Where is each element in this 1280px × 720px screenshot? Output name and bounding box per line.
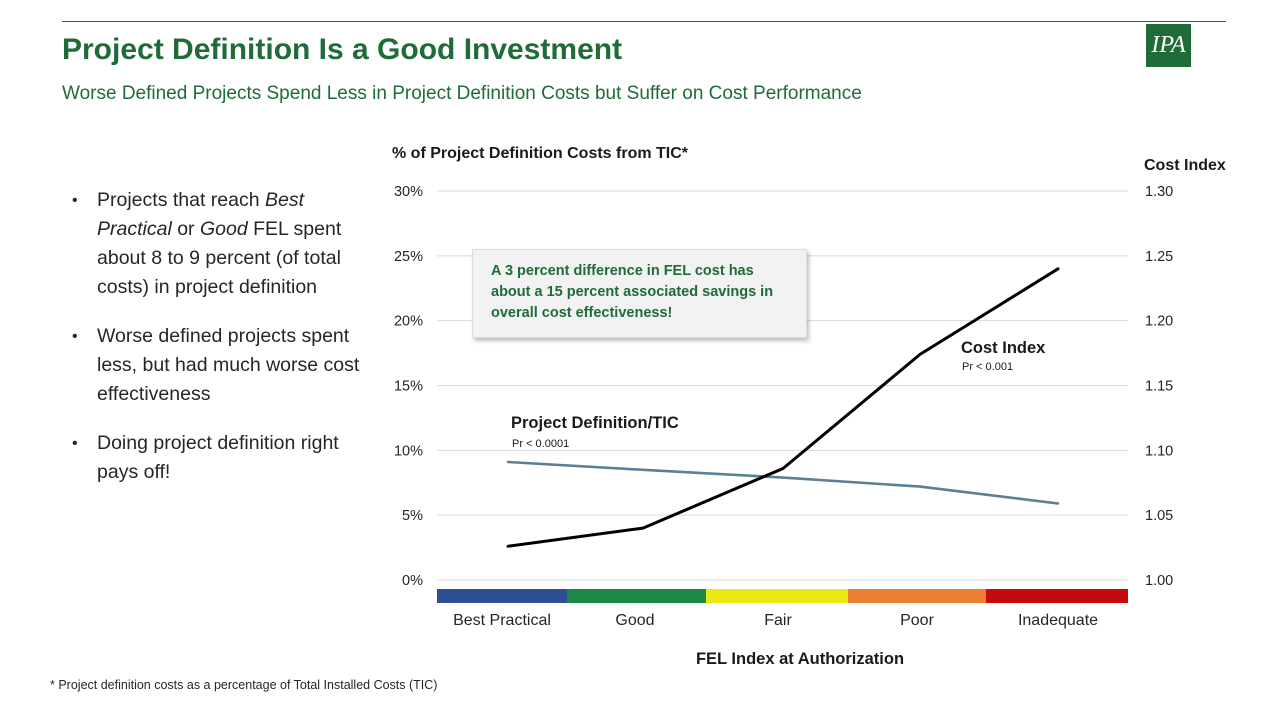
footnote: * Project definition costs as a percenta… [50, 678, 438, 692]
series-label-project-definition: Project Definition/TIC [511, 414, 679, 432]
bullet-list: • Projects that reach Best Practical or G… [70, 186, 360, 507]
category-band-segment [848, 589, 986, 603]
right-axis: 1.00 1.05 1.10 1.15 1.20 1.25 1.30 [1145, 184, 1173, 589]
right-tick-label: 1.00 [1145, 573, 1173, 589]
right-tick-label: 1.25 [1145, 249, 1173, 265]
left-tick-label: 10% [394, 443, 423, 459]
bullet-text: Projects that reach [97, 189, 265, 211]
callout-box: A 3 percent difference in FEL cost has a… [472, 249, 807, 338]
bullet-item: • Worse defined projects spent less, but … [70, 322, 360, 409]
x-tick-label: Fair [764, 612, 792, 629]
x-tick-label: Best Practical [453, 612, 551, 629]
bullet-item: • Projects that reach Best Practical or G… [70, 186, 360, 302]
category-color-band [437, 589, 1128, 603]
category-band-segment [567, 589, 706, 603]
right-tick-label: 1.30 [1145, 184, 1173, 200]
bullet-dot-icon: • [72, 328, 78, 345]
bullet-text: Doing project definition right pays off! [97, 432, 339, 483]
x-axis-title: FEL Index at Authorization [696, 650, 904, 668]
top-rule [62, 21, 1226, 22]
x-tick-label: Inadequate [1018, 612, 1098, 629]
left-tick-label: 25% [394, 249, 423, 265]
right-tick-label: 1.20 [1145, 314, 1173, 330]
right-tick-label: 1.10 [1145, 443, 1173, 459]
bullet-text: Best Practical [97, 189, 305, 240]
bullet-text: Good [199, 218, 248, 240]
left-tick-label: 30% [394, 184, 423, 200]
category-band-segment [706, 589, 848, 603]
page-title: Project Definition Is a Good Investment [62, 33, 623, 66]
series-line-project-definition [506, 460, 1060, 505]
right-axis-title: Cost Index [1144, 157, 1226, 174]
page-subtitle: Worse Defined Projects Spend Less in Pro… [62, 83, 862, 104]
series-lines [506, 267, 1060, 548]
left-axis: 0% 5% 10% 15% 20% 25% 30% [394, 184, 423, 589]
series-annotation-project-definition: Pr < 0.0001 [512, 438, 569, 450]
series-annotation-cost-index: Pr < 0.001 [962, 361, 1013, 373]
ipa-logo: IPA [1146, 24, 1191, 67]
bullet-dot-icon: • [72, 435, 78, 452]
category-band-segment [437, 589, 567, 603]
series-label-cost-index: Cost Index [961, 339, 1046, 357]
series-line-cost-index [506, 267, 1060, 548]
bullet-text: or [171, 218, 200, 240]
chart-title: % of Project Definition Costs from TIC* [392, 145, 689, 162]
x-axis-labels: Best Practical Good Fair Poor Inadequate [453, 612, 1098, 629]
bullet-item: • Doing project definition right pays off… [70, 429, 360, 487]
right-tick-label: 1.05 [1145, 508, 1173, 524]
right-tick-label: 1.15 [1145, 379, 1173, 395]
left-tick-label: 15% [394, 379, 423, 395]
bullet-text: Worse defined projects spent less, but h… [97, 325, 360, 405]
left-tick-label: 5% [402, 508, 423, 524]
bullet-dot-icon: • [72, 192, 78, 209]
bullet-text: FEL spent about 8 to 9 percent (of total… [97, 218, 342, 298]
left-tick-label: 20% [394, 314, 423, 330]
x-tick-label: Good [615, 612, 654, 629]
category-band-segment [986, 589, 1128, 603]
left-tick-label: 0% [402, 573, 423, 589]
x-tick-label: Poor [900, 612, 934, 629]
